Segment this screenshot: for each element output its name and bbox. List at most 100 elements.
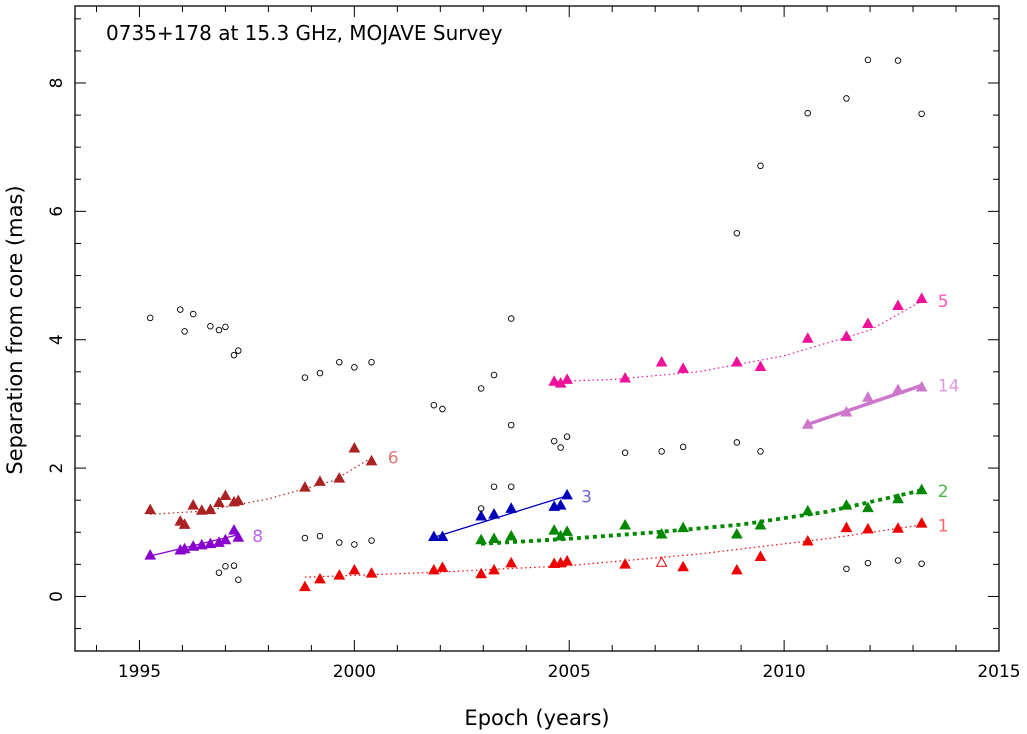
data-point-triangle <box>892 492 904 504</box>
data-point-triangle <box>475 567 487 579</box>
data-point-triangle <box>561 488 573 500</box>
data-point-triangle <box>801 535 814 546</box>
unassigned-point <box>181 328 188 335</box>
unassigned-point <box>222 563 229 570</box>
data-point-triangle <box>561 525 573 536</box>
data-point-triangle <box>299 481 311 492</box>
unassigned-point <box>804 109 812 117</box>
data-point-triangle <box>232 531 245 542</box>
unassigned-point <box>368 358 375 366</box>
data-point-triangle <box>915 517 928 528</box>
data-point-triangle <box>730 563 743 575</box>
data-point-triangle <box>548 375 561 386</box>
data-point-triangle <box>365 454 378 466</box>
data-point-triangle <box>365 567 378 578</box>
unassigned-point <box>177 306 184 313</box>
data-point-triangle <box>204 537 217 549</box>
component-label-3: 3 <box>581 488 592 508</box>
unassigned-point <box>864 56 872 64</box>
unassigned-point <box>301 534 309 542</box>
component-label-6: 6 <box>388 449 399 469</box>
fit-line-comp-3 <box>433 495 568 539</box>
data-point-triangle <box>187 540 200 551</box>
unassigned-point <box>336 358 343 366</box>
data-point-triangle <box>333 472 346 483</box>
data-point-triangle <box>801 332 814 343</box>
unassigned-point <box>301 374 309 381</box>
data-point-triangle <box>840 499 853 510</box>
data-point-triangle <box>561 373 573 384</box>
fit-line-comp-14 <box>807 383 925 427</box>
data-point-triangle <box>144 549 157 560</box>
unassigned-point <box>864 559 872 567</box>
data-point-triangle <box>195 504 208 515</box>
tick-labels: 1995 2000 2005 2010 2015 0 2 4 6 8 <box>47 78 1021 682</box>
unassigned-point <box>563 433 571 440</box>
fit-line-comp-2 <box>480 488 925 546</box>
unassigned-point <box>222 323 229 331</box>
unassigned-point <box>477 385 485 392</box>
fit-line-comp-1 <box>304 524 924 578</box>
unassigned-point <box>477 505 485 512</box>
data-point-triangle <box>862 391 874 402</box>
data-point-triangle <box>892 299 904 311</box>
unassigned-point <box>207 323 214 330</box>
component-labels: 1 2 3 5 6 8 14 <box>252 292 959 547</box>
unassigned-point <box>733 229 741 237</box>
data-point-triangle <box>314 475 326 486</box>
data-point-triangle <box>754 550 767 561</box>
data-point-triangle <box>475 533 487 545</box>
unassigned-point <box>215 326 223 334</box>
data-point-open-triangle <box>655 556 668 567</box>
fit-line-comp-5 <box>551 299 925 382</box>
unassigned-point <box>843 95 850 102</box>
y-tick-label: 0 <box>47 591 67 602</box>
x-tick-label: 1995 <box>118 662 161 682</box>
unassigned-point <box>351 541 358 548</box>
plot-frame <box>74 5 1000 652</box>
data-point-triangle <box>219 489 232 500</box>
data-point-triangle <box>554 499 567 510</box>
data-point-triangle <box>232 494 245 506</box>
data-point-triangle <box>348 563 361 575</box>
data-point-triangle <box>862 317 874 328</box>
y-tick-label: 4 <box>47 334 67 345</box>
unassigned-point <box>316 369 324 377</box>
unassigned-point <box>918 560 925 567</box>
data-point-triangle <box>915 380 928 392</box>
data-point-triangle <box>840 521 853 533</box>
data-point-triangle <box>436 561 449 572</box>
unassigned-point <box>351 364 358 371</box>
data-point-triangle <box>333 569 346 580</box>
unassigned-point <box>235 347 242 354</box>
data-point-triangle <box>299 580 311 592</box>
component-label-14: 14 <box>938 377 960 397</box>
unassigned-point <box>235 576 242 584</box>
unassigned-point <box>507 483 515 490</box>
y-tick-label: 6 <box>47 206 67 217</box>
data-point-triangle <box>619 518 631 530</box>
x-axis-title: Epoch (years) <box>464 706 609 730</box>
unassigned-point <box>679 443 687 451</box>
component-label-8: 8 <box>252 527 263 547</box>
data-point-triangle <box>801 504 814 516</box>
axis-ticks <box>75 6 1000 651</box>
data-point-triangle <box>915 483 928 495</box>
data-point-triangle <box>213 496 225 508</box>
data-point-triangle <box>505 556 518 568</box>
data-point-triangle <box>892 383 904 395</box>
unassigned-point <box>733 439 741 446</box>
data-point-triangle <box>754 360 767 371</box>
data-point-triangle <box>677 560 689 572</box>
data-point-triangle <box>801 418 814 429</box>
data-point-triangle <box>505 502 518 513</box>
unassigned-point <box>843 565 850 573</box>
data-point-triangle <box>488 508 500 519</box>
data-point-triangle <box>428 563 440 575</box>
data-point-triangle <box>144 503 157 515</box>
data-point-triangle <box>862 522 874 534</box>
unassigned-point <box>757 448 764 455</box>
unassigned-point <box>490 371 498 379</box>
data-point-triangle <box>428 530 440 542</box>
